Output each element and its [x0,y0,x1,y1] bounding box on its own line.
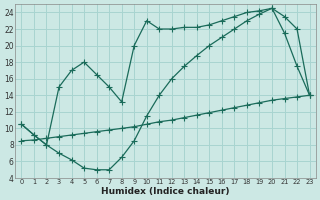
X-axis label: Humidex (Indice chaleur): Humidex (Indice chaleur) [101,187,230,196]
